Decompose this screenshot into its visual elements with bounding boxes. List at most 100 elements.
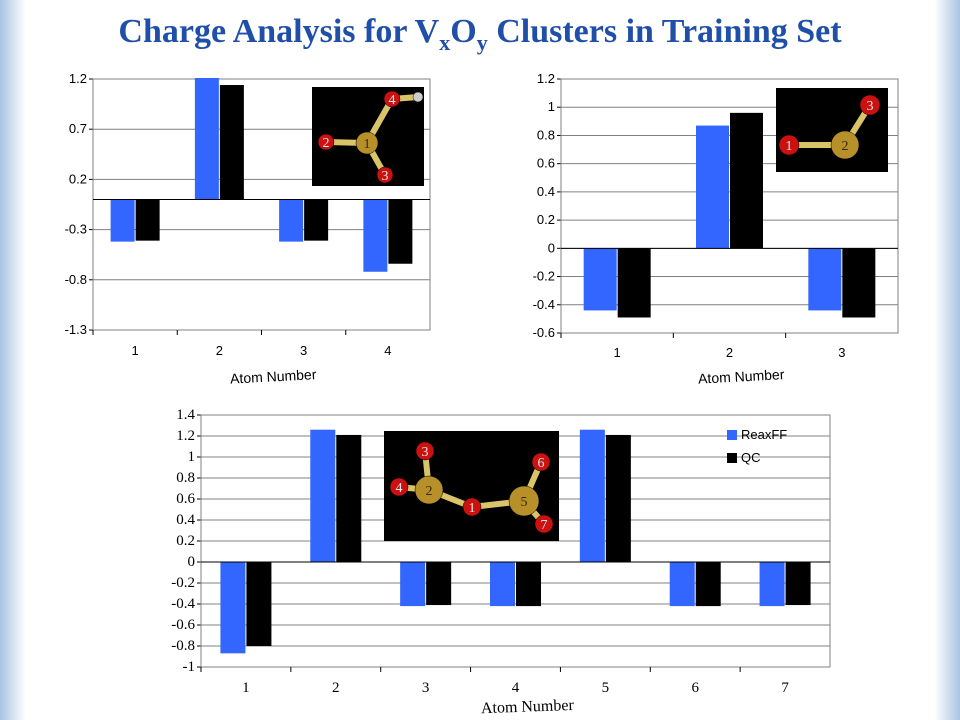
atom-number-label: 3 xyxy=(422,445,429,460)
y-tick-label: -0.3 xyxy=(65,222,87,237)
x-axis-label: Atom Number xyxy=(230,366,317,387)
atom-o-4 xyxy=(383,90,401,108)
y-tick-label: -0.6 xyxy=(171,617,195,633)
bar-reaxff-atom-3 xyxy=(400,562,426,607)
bar-qc-atom-2 xyxy=(730,112,763,249)
bar-qc-atom-1 xyxy=(246,562,272,646)
x-tick-label: 4 xyxy=(384,343,391,358)
x-tick-label: 2 xyxy=(216,343,223,358)
bar-qc-atom-7 xyxy=(785,562,811,606)
y-tick-label: -0.2 xyxy=(171,575,195,591)
y-tick-label: 1.4 xyxy=(176,407,195,423)
y-tick-label: 0.6 xyxy=(537,156,555,171)
x-tick-label: 3 xyxy=(422,680,430,696)
legend: ReaxFF QC xyxy=(727,427,787,465)
atom-number-label: 3 xyxy=(382,169,389,184)
atom-number-label: 1 xyxy=(364,137,371,152)
atom-v-2 xyxy=(414,475,444,505)
atom-number-label: 1 xyxy=(786,139,793,154)
x-tick-label: 3 xyxy=(838,345,845,360)
atom-number-label: 6 xyxy=(538,456,545,471)
y-tick-label: -1.3 xyxy=(65,322,87,337)
y-tick-label: 0.7 xyxy=(69,121,87,136)
bar-qc-atom-4 xyxy=(516,562,541,607)
plot-area xyxy=(200,414,831,668)
atom-number-label: 7 xyxy=(541,518,548,533)
legend-label-qc: QC xyxy=(741,450,761,465)
right-gradient-border xyxy=(934,0,960,720)
bar-reaxff-atom-3 xyxy=(808,248,842,311)
atom-number-label: 4 xyxy=(396,481,403,496)
left-gradient-border xyxy=(0,0,26,720)
bar-reaxff-atom-7 xyxy=(759,562,785,607)
x-tick-label: 1 xyxy=(614,345,621,360)
atom-number-label: 3 xyxy=(867,99,874,114)
y-tick-label: 0.8 xyxy=(176,470,195,486)
y-tick-label: 1.2 xyxy=(176,428,195,444)
y-tick-label: -0.6 xyxy=(533,325,555,340)
chart-3: 1.4 1.2 1 0.8 0.6 0.4 0.2 0 -0.2 -0.4 -0.6 -0.8 -1 1 2… xyxy=(171,407,831,717)
y-tick-label: -1 xyxy=(183,659,196,675)
atom-number-label: 2 xyxy=(842,139,849,154)
bar-reaxff-atom-1 xyxy=(220,562,246,654)
bar-qc-atom-1 xyxy=(135,199,160,241)
legend-swatch-reaxff xyxy=(727,430,737,440)
y-tick-label: 1.2 xyxy=(69,71,87,86)
atom-o-4 xyxy=(389,477,409,497)
legend-label-reaxff: ReaxFF xyxy=(741,427,787,442)
y-tick-label: 0.4 xyxy=(537,184,555,199)
y-tick-label: 0.8 xyxy=(537,127,555,142)
atom-o-1 xyxy=(778,134,800,156)
atom-v-1 xyxy=(355,131,379,155)
y-tick-label: 0.4 xyxy=(176,512,195,528)
atom-o-3 xyxy=(415,441,435,461)
bar-reaxff-atom-2 xyxy=(194,77,219,200)
atom-number-label: 4 xyxy=(389,93,396,108)
chart-2: 1.2 1 0.8 0.6 0.4 0.2 0 -0.2 -0.4 -0.6 1 2 3 Atom Num… xyxy=(533,71,899,387)
bar-qc-atom-6 xyxy=(695,562,721,607)
x-tick-label: 1 xyxy=(132,343,139,358)
y-tick-label: -0.8 xyxy=(171,638,195,654)
y-tick-label: -0.8 xyxy=(65,272,87,287)
x-axis-label: Atom Number xyxy=(481,697,575,717)
atom-number-label: 2 xyxy=(323,136,330,151)
y-tick-label: -0.2 xyxy=(533,269,555,284)
bar-qc-atom-3 xyxy=(842,248,876,318)
x-tick-label: 7 xyxy=(781,680,789,696)
bar-reaxff-atom-1 xyxy=(110,199,135,242)
bar-qc-atom-2 xyxy=(336,434,362,562)
bar-reaxff-atom-6 xyxy=(669,562,695,607)
x-tick-label: 3 xyxy=(300,343,307,358)
y-tick-label: 0.2 xyxy=(537,212,555,227)
bar-qc-atom-2 xyxy=(219,85,244,200)
molecule-inset: 1 2 3 4 5 6 7 xyxy=(384,431,559,541)
bar-qc-atom-5 xyxy=(605,434,631,562)
x-tick-label: 4 xyxy=(512,680,520,696)
atom-h xyxy=(412,91,424,103)
y-tick-label: -0.4 xyxy=(171,596,195,612)
bar-qc-atom-4 xyxy=(388,199,413,264)
y-tick-label: 1.2 xyxy=(537,71,555,86)
y-tick-label: 1 xyxy=(188,449,196,465)
y-tick-label: 0 xyxy=(188,554,196,570)
bar-reaxff-atom-1 xyxy=(583,248,617,311)
bar-reaxff-atom-4 xyxy=(363,199,388,272)
atom-o-7 xyxy=(534,514,554,534)
bar-qc-atom-3 xyxy=(426,562,452,606)
x-tick-label: 2 xyxy=(332,680,340,696)
chart-1: 1.2 0.7 0.2 -0.3 -0.8 -1.3 1 2 3 4 Atom Number 1 2 3 4 xyxy=(65,71,431,387)
atom-number-label: 1 xyxy=(469,501,476,516)
molecule-inset: 1 2 3 xyxy=(776,88,888,172)
bar-reaxff-atom-3 xyxy=(279,199,304,242)
page-title: Charge Analysis for VxOy Clusters in Tra… xyxy=(118,13,842,55)
atom-number-label: 5 xyxy=(521,495,528,510)
bar-reaxff-atom-2 xyxy=(696,125,729,249)
y-tick-label: 1 xyxy=(548,99,555,114)
x-axis-label: Atom Number xyxy=(698,366,785,387)
atom-v-5 xyxy=(508,485,540,517)
x-tick-label: 2 xyxy=(726,345,733,360)
atom-o-3 xyxy=(376,166,394,184)
x-tick-label: 1 xyxy=(242,680,250,696)
plot-area xyxy=(560,78,899,334)
